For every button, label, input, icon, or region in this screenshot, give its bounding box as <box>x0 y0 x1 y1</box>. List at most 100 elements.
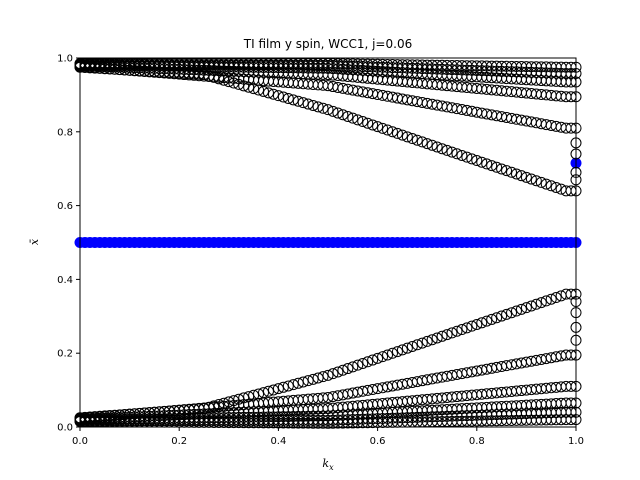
data-point <box>386 347 398 359</box>
data-point <box>372 121 384 133</box>
data-point <box>352 359 364 371</box>
data-point <box>297 97 309 109</box>
y-tick-label: 0.6 <box>57 201 73 212</box>
data-point <box>357 116 369 128</box>
data-point <box>312 101 324 113</box>
data-point <box>297 376 309 388</box>
data-point <box>272 90 284 102</box>
data-point <box>426 139 438 151</box>
data-point <box>367 354 379 366</box>
data-marks <box>74 58 582 429</box>
data-point <box>322 369 334 381</box>
data-point <box>287 379 299 391</box>
data-point <box>347 112 359 124</box>
data-point <box>501 308 513 320</box>
plot-frame <box>79 57 577 428</box>
data-point <box>446 146 458 158</box>
data-point <box>506 307 518 319</box>
data-point <box>466 153 478 165</box>
x-axis-ticks: 0.0 0.2 0.4 0.6 0.8 1.0 <box>72 427 584 447</box>
data-point <box>396 344 408 356</box>
data-point <box>391 346 403 358</box>
data-point <box>530 298 542 310</box>
data-point <box>377 351 389 363</box>
data-point <box>525 173 537 185</box>
data-point <box>401 131 413 143</box>
data-point <box>501 165 513 177</box>
data-point <box>267 384 279 396</box>
data-point <box>421 138 433 150</box>
data-point <box>431 332 443 344</box>
data-point <box>317 102 329 114</box>
data-point <box>332 366 344 378</box>
data-point <box>416 136 428 148</box>
data-point <box>471 155 483 167</box>
data-point <box>550 292 562 304</box>
data-point <box>411 339 423 351</box>
data-point <box>421 335 433 347</box>
data-point <box>506 166 518 178</box>
data-point <box>401 342 413 354</box>
data-point <box>416 337 428 349</box>
data-point <box>476 156 488 168</box>
data-point <box>262 87 274 99</box>
data-point <box>436 143 448 155</box>
data-point <box>332 107 344 119</box>
y-tick-label: 0.2 <box>57 349 73 360</box>
data-point <box>510 305 522 317</box>
data-point <box>342 110 354 122</box>
data-point <box>535 176 547 188</box>
data-point <box>491 312 503 324</box>
data-point <box>307 99 319 111</box>
data-point <box>431 141 443 153</box>
data-point <box>441 144 453 156</box>
data-point <box>282 92 294 104</box>
data-point <box>520 171 532 183</box>
data-point <box>342 363 354 375</box>
data-point <box>510 168 522 180</box>
data-point <box>248 389 260 401</box>
data-point <box>441 329 453 341</box>
data-point <box>357 357 369 369</box>
data-point <box>267 88 279 100</box>
data-point <box>436 330 448 342</box>
data-point <box>277 91 289 103</box>
data-point <box>481 315 493 327</box>
y-tick-label: 0.4 <box>57 275 73 286</box>
data-point <box>272 383 284 395</box>
data-point <box>258 85 270 97</box>
data-point <box>476 317 488 329</box>
data-point <box>337 364 349 376</box>
data-point <box>367 119 379 131</box>
data-point <box>382 349 394 361</box>
data-point <box>471 318 483 330</box>
data-point <box>317 371 329 383</box>
x-tick-label: 1.0 <box>568 436 584 447</box>
data-point <box>362 117 374 129</box>
data-point <box>327 105 339 117</box>
data-point <box>362 356 374 368</box>
data-point <box>292 95 304 107</box>
data-point <box>426 334 438 346</box>
data-point <box>525 300 537 312</box>
data-point <box>396 129 408 141</box>
data-point <box>406 340 418 352</box>
data-point <box>515 303 527 315</box>
y-tick-label: 0.0 <box>57 423 73 434</box>
data-point <box>302 98 314 110</box>
data-point <box>491 161 503 173</box>
data-point <box>456 149 468 161</box>
x-tick-label: 0.2 <box>171 436 187 447</box>
data-point <box>446 327 458 339</box>
y-axis-ticks: 0.0 0.2 0.4 0.6 0.8 1.0 <box>57 54 80 434</box>
data-point <box>481 158 493 170</box>
data-point <box>486 313 498 325</box>
data-point <box>496 163 508 175</box>
data-point <box>282 380 294 392</box>
data-point <box>545 293 557 305</box>
data-point <box>406 133 418 145</box>
data-point <box>496 310 508 322</box>
x-tick-label: 0.8 <box>469 436 485 447</box>
x-tick-label: 0.0 <box>72 436 88 447</box>
